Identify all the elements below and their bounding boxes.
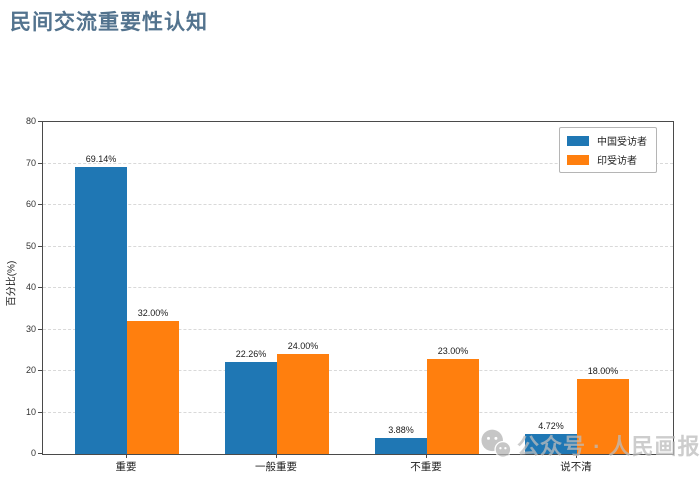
gridline: [43, 287, 673, 288]
y-tick-label: 80: [25, 116, 36, 126]
bar-series1-cat2: [225, 361, 277, 454]
x-tick-label: 重要: [115, 461, 137, 473]
y-tick-mark: [38, 411, 42, 413]
legend-swatch-icon: [567, 135, 589, 146]
y-tick-label: 40: [25, 282, 36, 292]
bar-value-label: 3.88%: [388, 424, 414, 435]
y-tick-label: 10: [25, 406, 36, 417]
y-tick-label: 30: [25, 323, 36, 334]
y-tick-mark: [38, 204, 42, 205]
bar-value-label: 32.00%: [137, 308, 169, 319]
y-tick-label: 50: [25, 240, 36, 251]
legend-item: 印受访者: [567, 152, 647, 167]
page-title: 民间交流重要性认知: [10, 10, 208, 34]
x-tick-label: 说不清: [560, 461, 592, 473]
legend-swatch-icon: [567, 154, 589, 165]
y-tick-mark: [38, 162, 42, 164]
plot-area: 69.14% 22.26% 3.88% 4.72% 32.00% 24.00% 23.00%…: [42, 121, 674, 455]
gridline: [43, 370, 673, 371]
bar-series1-cat1: [75, 167, 127, 454]
y-axis-label: 百分比(%): [6, 260, 18, 307]
bar-series1-cat3: [375, 437, 427, 454]
bar-value-label: 23.00%: [437, 345, 469, 356]
gridline: [43, 328, 673, 330]
legend-label: 印受访者: [597, 156, 637, 167]
gridline: [43, 411, 673, 413]
gridline: [43, 162, 673, 164]
y-tick-mark: [38, 453, 42, 454]
y-tick-label: 70: [25, 157, 36, 168]
x-tick-mark: [426, 454, 427, 458]
y-tick-label: 60: [25, 199, 36, 209]
legend-label: 中国受访者: [597, 137, 647, 148]
gridline: [43, 204, 673, 205]
gridline: [43, 245, 673, 247]
x-tick-mark: [576, 454, 577, 458]
x-tick-mark: [126, 454, 127, 458]
y-tick-mark: [38, 287, 42, 288]
y-tick-mark: [38, 370, 42, 371]
y-tick-label: 0: [30, 448, 36, 458]
y-tick-mark: [38, 245, 42, 247]
bar-value-label: 22.26%: [235, 348, 267, 359]
bar-value-label: 69.14%: [85, 154, 117, 165]
bar-series2-cat3: [427, 358, 479, 454]
x-tick-mark: [276, 454, 277, 458]
bar-series2-cat4: [577, 379, 629, 454]
y-tick-mark: [38, 121, 42, 122]
x-tick-label: 不重要: [410, 461, 442, 473]
bar-value-label: 18.00%: [587, 366, 619, 377]
bar-series2-cat2: [277, 354, 329, 454]
x-tick-label: 一般重要: [255, 461, 297, 473]
y-tick-mark: [38, 328, 42, 330]
y-tick-label: 20: [25, 365, 36, 375]
bar-series2-cat1: [127, 321, 179, 454]
legend-item: 中国受访者: [567, 133, 647, 148]
bar-value-label: 4.72%: [538, 421, 564, 432]
bar-series1-cat4: [525, 434, 577, 454]
bar-value-label: 24.00%: [287, 341, 319, 352]
legend: 中国受访者 印受访者: [559, 127, 657, 173]
